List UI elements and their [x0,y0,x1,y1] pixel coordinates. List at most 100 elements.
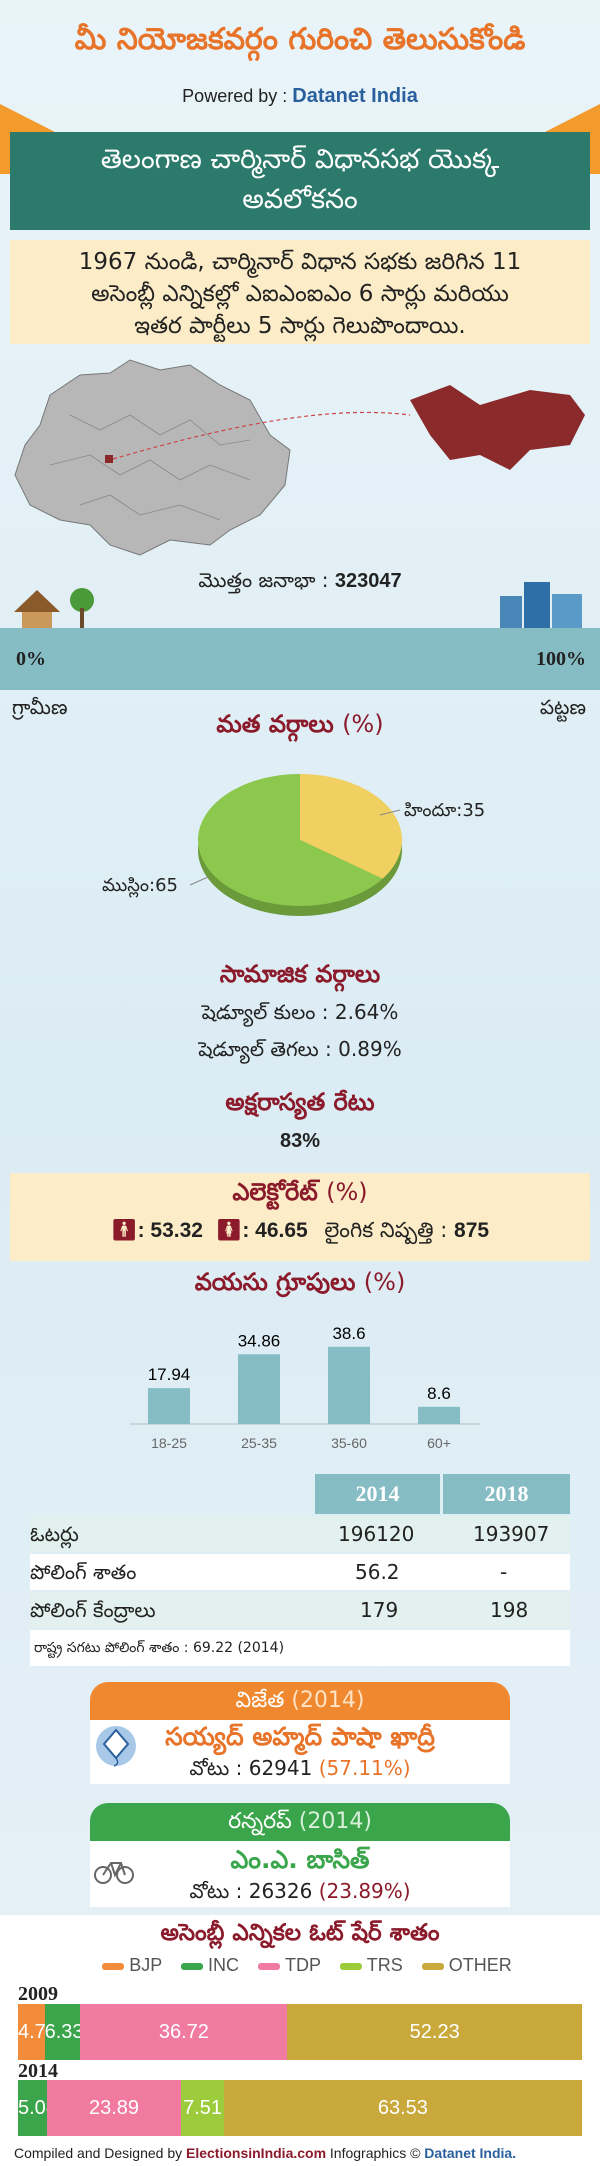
female-value: : 46.65 [242,1219,308,1242]
runner-up-card: ఎం.ఎ. బాసిత్ వోటు : 26326 (23.89%) [90,1841,510,1907]
winner-card: సయ్యద్ అహ్మద్ పాషా ఖాద్రీ వోటు : 62941 (… [90,1720,510,1784]
sc-row: షెడ్యూల్ కులం : 2.64% [0,1000,600,1029]
winner-header: విజేత (2014) [90,1682,510,1720]
literacy-value: 83% [279,1130,321,1152]
row-value-2018: - [500,1560,508,1584]
footer-site[interactable]: ElectionsinIndia.com [186,2145,327,2161]
table-row: ఓటర్లు 196120 193907 [30,1516,570,1552]
sc-label: షెడ్యూల్ కులం : [201,1000,329,1024]
legend-tdp: TDP [285,1955,321,1975]
row-value-2018: 198 [490,1598,529,1622]
vote-share-segment-other: 52.23 [287,2004,582,2060]
constituency-marker [105,455,113,463]
winner-year: (2014) [291,1688,365,1713]
rural-percent: 0% [16,648,46,670]
powered-by: Powered by : Datanet India [0,85,600,108]
powered-brand[interactable]: Datanet India [292,85,418,107]
age-bar-category: 18-25 [151,1435,187,1451]
row-value-2014: 196120 [338,1522,415,1546]
male-value: : 53.32 [137,1219,203,1242]
runner-up-title: రన్నరప్ [228,1809,292,1834]
summary-line3: ఇతర పార్టీలు 5 సార్లు గెలుపొందాయి. [134,313,466,339]
religion-pie-chart: హిందూ:35 ముస్లిం:65 [102,774,485,916]
telangana-map [14,359,585,556]
legend-swatch-trs [339,1962,362,1970]
banner-line2: అవలోకనం [242,184,358,215]
runner-up-name: ఎం.ఎ. బాసిత్ [230,1845,370,1874]
age-bar-category: 25-35 [241,1435,277,1451]
age-bar-chart: 17.94 18-25 34.86 25-35 38.6 35-60 8.6 60+ [130,1324,480,1451]
electorate-row: 🚹︎: 53.32 🚺︎: 46.65 లైంగిక నిష్పత్తి : 8… [0,1218,600,1248]
city-icon [500,582,582,630]
table-row: పోలింగ్ శాతం 56.2 - [30,1554,570,1590]
winner-name: సయ్యద్ అహ్మద్ పాషా ఖాద్రీ [165,1722,435,1751]
footer-prefix: Compiled and Designed by [14,2145,183,2161]
st-value: 0.89% [338,1037,402,1061]
pie-slice-muslim [198,774,383,906]
footer-brand[interactable]: Datanet India. [424,2145,517,2161]
year-label-2014: 2014 [18,2060,58,2082]
age-bar [148,1388,190,1424]
row-value-2018: 193907 [473,1522,550,1546]
table-row: పోలింగ్ కేంద్రాలు 179 198 [30,1592,570,1628]
legend-inc: INC [207,1955,239,1975]
legend-swatch-other [421,1962,444,1970]
summary-line1: 1967 నుండి, చార్మినార్ విధాన సభకు జరిగిన… [78,249,522,275]
runner-up-header: రన్నరప్ (2014) [90,1803,510,1841]
literacy-heading: అక్షరాస్యత రేటు [225,1088,375,1116]
legend-swatch-bjp [102,1962,125,1970]
winner-votes-count: వోటు : 62941 [189,1756,313,1780]
vote-share-legend: BJP INC TDP TRS OTHER [0,1955,600,1976]
st-label: షెడ్యూల్ తెగలు : [198,1037,332,1061]
row-label: ఓటర్లు [30,1522,79,1546]
legend-trs: TRS [366,1955,403,1975]
st-row: షెడ్యూల్ తెగలు : 0.89% [0,1037,600,1066]
sc-value: 2.64% [334,1000,399,1024]
legend-swatch-inc [180,1962,203,1970]
constituency-shape [410,385,585,470]
row-label: పోలింగ్ శాతం [30,1560,137,1584]
electorate-unit: (%) [326,1178,368,1206]
vote-share-segment-inc: 5.08 [18,2080,57,2136]
muslim-label: ముస్లిం:65 [102,875,178,898]
vote-share-heading: అసెంబ్లీ ఎన్నికల ఓట్ షేర్ శాతం [160,1920,440,1946]
winner-votes: వోటు : 62941 (57.11%) [90,1756,510,1785]
social-heading: సామాజిక వర్గాలు [219,960,381,988]
runner-up-votes-count: వోటు : 26326 [189,1879,313,1903]
banner-line1: తెలంగాణ చార్మినార్ విధానసభ యొక్క [100,144,500,175]
powered-prefix: Powered by : [182,86,288,106]
religion-heading: మత వర్గాలు (%) [0,710,600,744]
winner-title: విజేత [235,1688,285,1713]
religion-unit: (%) [342,710,384,738]
kite-symbol-icon [96,1726,136,1767]
electorate-heading: ఎలెక్టోరేట్ (%) [0,1178,600,1212]
electorate-title: ఎలెక్టోరేట్ [232,1178,318,1206]
age-bar-value: 17.94 [148,1365,191,1384]
legend-swatch-tdp [258,1962,280,1970]
sex-ratio-label: లైంగిక నిష్పత్తి : [324,1218,448,1242]
population-line: మొత్తం జనాభా : 323047 [0,568,600,597]
vote-share-segment-tdp: 36.72 [80,2004,288,2060]
pie-slice-hindu [300,774,403,879]
electorate-box [10,1173,590,1261]
state-average-row: రాష్ట్ర సగటు పోలింగ్ శాతం : 69.22 (2014) [30,1630,570,1666]
page-title: మీ నియోజకవర్గం గురించి తెలుసుకోండి [74,22,526,57]
age-bar [328,1346,370,1424]
age-title: వయసు గ్రూపులు [194,1268,356,1296]
legend-bjp: BJP [129,1955,162,1975]
footer: Compiled and Designed by ElectionsinIndi… [0,2140,600,2166]
vote-share-segment-bjp: 4.72 [18,2004,57,2060]
winner-votes-pct: (57.11%) [318,1756,411,1780]
age-unit: (%) [363,1268,406,1296]
row-value-2014: 179 [360,1598,399,1622]
row-label: పోలింగ్ కేంద్రాలు [30,1598,156,1622]
age-bar-category: 35-60 [331,1435,367,1451]
vote-share-bar-2014: 5.08 23.89 7.51 63.53 [18,2080,583,2136]
state-map-shape [14,359,291,556]
urban-label: పట్టణ [539,695,586,719]
hut-icon [14,588,94,628]
row-value-2014: 56.2 [355,1560,400,1584]
population-label: మొత్తం జనాభా : [198,568,329,592]
age-bar-category: 60+ [427,1435,451,1451]
summary-box: 1967 నుండి, చార్మినార్ విధాన సభకు జరిగిన… [10,240,590,344]
